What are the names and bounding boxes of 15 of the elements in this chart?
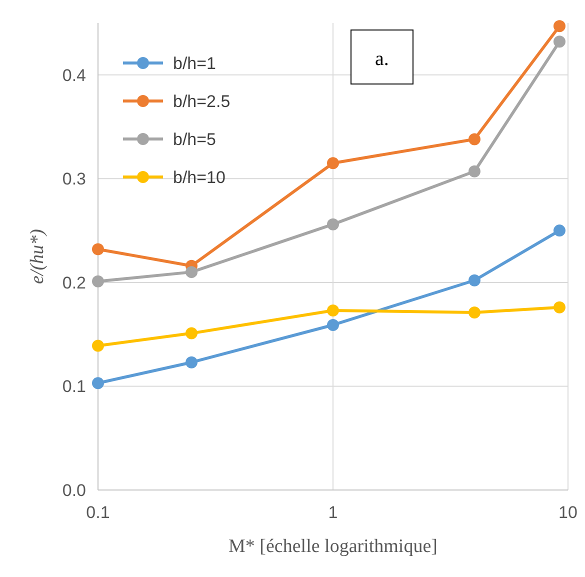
y-tick-label: 0.0 xyxy=(62,481,86,500)
y-axis-title: e/(hu*) xyxy=(27,229,48,284)
legend-label: b/h=2.5 xyxy=(173,92,230,111)
x-tick-label: 0.1 xyxy=(86,503,110,522)
x-tick-label: 1 xyxy=(328,503,338,522)
y-tick-label: 0.1 xyxy=(62,377,86,396)
x-tick-label: 10 xyxy=(558,503,578,522)
legend-label: b/h=10 xyxy=(173,168,226,187)
legend-label: b/h=1 xyxy=(173,54,216,73)
y-tick-label: 0.2 xyxy=(62,273,86,292)
y-tick-label: 0.3 xyxy=(62,170,86,189)
x-axis-title: M* [échelle logarithmique] xyxy=(228,536,438,557)
annotation: a. xyxy=(375,48,389,70)
legend-label: b/h=5 xyxy=(173,130,216,149)
y-tick-label: 0.4 xyxy=(62,66,86,85)
